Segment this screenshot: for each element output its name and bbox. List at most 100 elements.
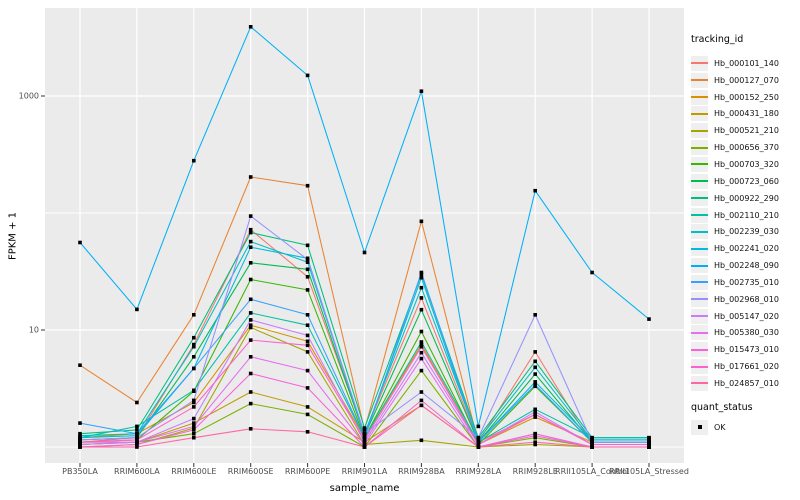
data-point	[305, 257, 310, 262]
legend-item-label: Hb_000703_320	[714, 159, 779, 169]
data-point	[135, 440, 139, 444]
legend-item-Hb_002110_210: Hb_002110_210	[691, 207, 779, 224]
legend-item-label: Hb_000152_250	[714, 92, 779, 102]
legend-item-Hb_000703_320: Hb_000703_320	[691, 156, 779, 173]
data-point	[533, 431, 537, 436]
data-point	[533, 410, 537, 414]
data-point	[419, 275, 424, 280]
x-tick-label-RRII105LA_Stressed: RRII105LA_Stressed	[609, 467, 689, 476]
data-point	[305, 333, 310, 338]
legend-item-label: Hb_000922_290	[714, 193, 779, 203]
data-point	[192, 421, 196, 425]
data-point	[362, 438, 367, 442]
legend-key-box	[691, 106, 708, 122]
legend-item-Hb_024857_010: Hb_024857_010	[691, 375, 779, 392]
data-point	[647, 445, 651, 449]
line-swatch-icon	[691, 214, 708, 217]
data-point	[305, 183, 310, 188]
legend-item-label: Hb_017661_020	[714, 362, 779, 372]
legend-item-label: Hb_002110_210	[714, 210, 779, 220]
data-point	[362, 442, 367, 447]
line-swatch-icon	[691, 112, 708, 115]
data-point	[78, 445, 82, 449]
legend-item-Hb_005380_030: Hb_005380_030	[691, 325, 779, 342]
legend-key-box	[691, 140, 708, 156]
data-point	[647, 438, 651, 442]
line-swatch-icon	[691, 315, 708, 318]
data-point	[305, 343, 310, 348]
x-tick-label-RRIM600LE: RRIM600LE	[171, 467, 217, 476]
line-swatch-icon	[691, 348, 708, 351]
data-point	[533, 313, 537, 317]
line-swatch-icon	[691, 247, 708, 250]
data-point	[78, 433, 82, 438]
data-point	[192, 398, 196, 403]
line-swatch-icon	[691, 331, 708, 334]
data-point	[192, 424, 196, 429]
data-points	[78, 25, 651, 449]
point-marker-icon	[697, 425, 702, 430]
data-point	[419, 285, 424, 290]
x-tick-label-RRIM928LE: RRIM928LE	[512, 467, 558, 476]
data-point	[305, 288, 310, 292]
data-point	[476, 424, 481, 429]
data-point	[419, 438, 424, 443]
legend-tracking-id-items: Hb_000101_140 Hb_000127_070 Hb_000152_250 H…	[691, 55, 779, 392]
legend-item-label: Hb_000656_370	[714, 143, 779, 153]
data-point	[533, 433, 537, 438]
legend-item-Hb_005147_020: Hb_005147_020	[691, 308, 779, 325]
line-swatch-icon	[691, 298, 708, 301]
legend-key-box	[691, 55, 708, 71]
line-swatch-icon	[691, 129, 708, 132]
x-tick-label-RRIM600LA: RRIM600LA	[114, 467, 160, 476]
data-point	[305, 73, 310, 78]
data-point	[192, 435, 196, 440]
data-point	[533, 383, 537, 387]
data-point	[305, 243, 310, 248]
data-point	[590, 440, 594, 444]
data-point	[533, 440, 537, 444]
x-tick-label-RRII105LA_Control: RRII105LA_Control	[555, 467, 630, 476]
data-point	[362, 435, 367, 440]
legend-item-label: OK	[714, 422, 726, 432]
data-point	[248, 338, 253, 342]
legend-item-Hb_002239_030: Hb_002239_030	[691, 223, 779, 240]
data-point	[362, 250, 367, 255]
legend-item-Hb_000431_180: Hb_000431_180	[691, 106, 779, 123]
y-tick-label-10: 10	[28, 325, 39, 335]
data-point	[647, 442, 651, 447]
line-swatch-icon	[691, 96, 708, 99]
line-swatch-icon	[691, 281, 708, 284]
data-point	[135, 442, 139, 447]
legend-item-Hb_002968_010: Hb_002968_010	[691, 291, 779, 308]
data-point	[248, 239, 253, 244]
data-point	[419, 403, 424, 408]
data-point	[533, 407, 537, 412]
legend-item-Hb_000152_250: Hb_000152_250	[691, 89, 779, 106]
data-point	[419, 356, 424, 361]
data-point	[135, 438, 139, 442]
data-point	[135, 431, 139, 436]
data-point	[305, 405, 310, 409]
data-point	[135, 435, 139, 440]
legend-item-Hb_000521_210: Hb_000521_210	[691, 122, 779, 139]
y-axis-title: FPKM + 1	[7, 211, 19, 261]
legend-key-box	[691, 308, 708, 324]
data-point	[248, 214, 253, 218]
data-point	[533, 365, 537, 370]
legend-key-box	[691, 123, 708, 139]
data-point	[248, 323, 253, 327]
legend-key-box	[691, 207, 708, 223]
data-point	[248, 230, 253, 235]
data-point	[362, 445, 367, 449]
data-point	[305, 430, 310, 434]
legend-item-label: Hb_002248_090	[714, 261, 779, 271]
line-swatch-icon	[691, 180, 708, 183]
line-swatch-icon	[691, 365, 708, 368]
data-point	[78, 431, 82, 436]
legend-key-box	[691, 156, 708, 172]
data-point	[248, 427, 253, 431]
legend-item-Hb_002735_010: Hb_002735_010	[691, 274, 779, 291]
data-point	[78, 363, 82, 367]
